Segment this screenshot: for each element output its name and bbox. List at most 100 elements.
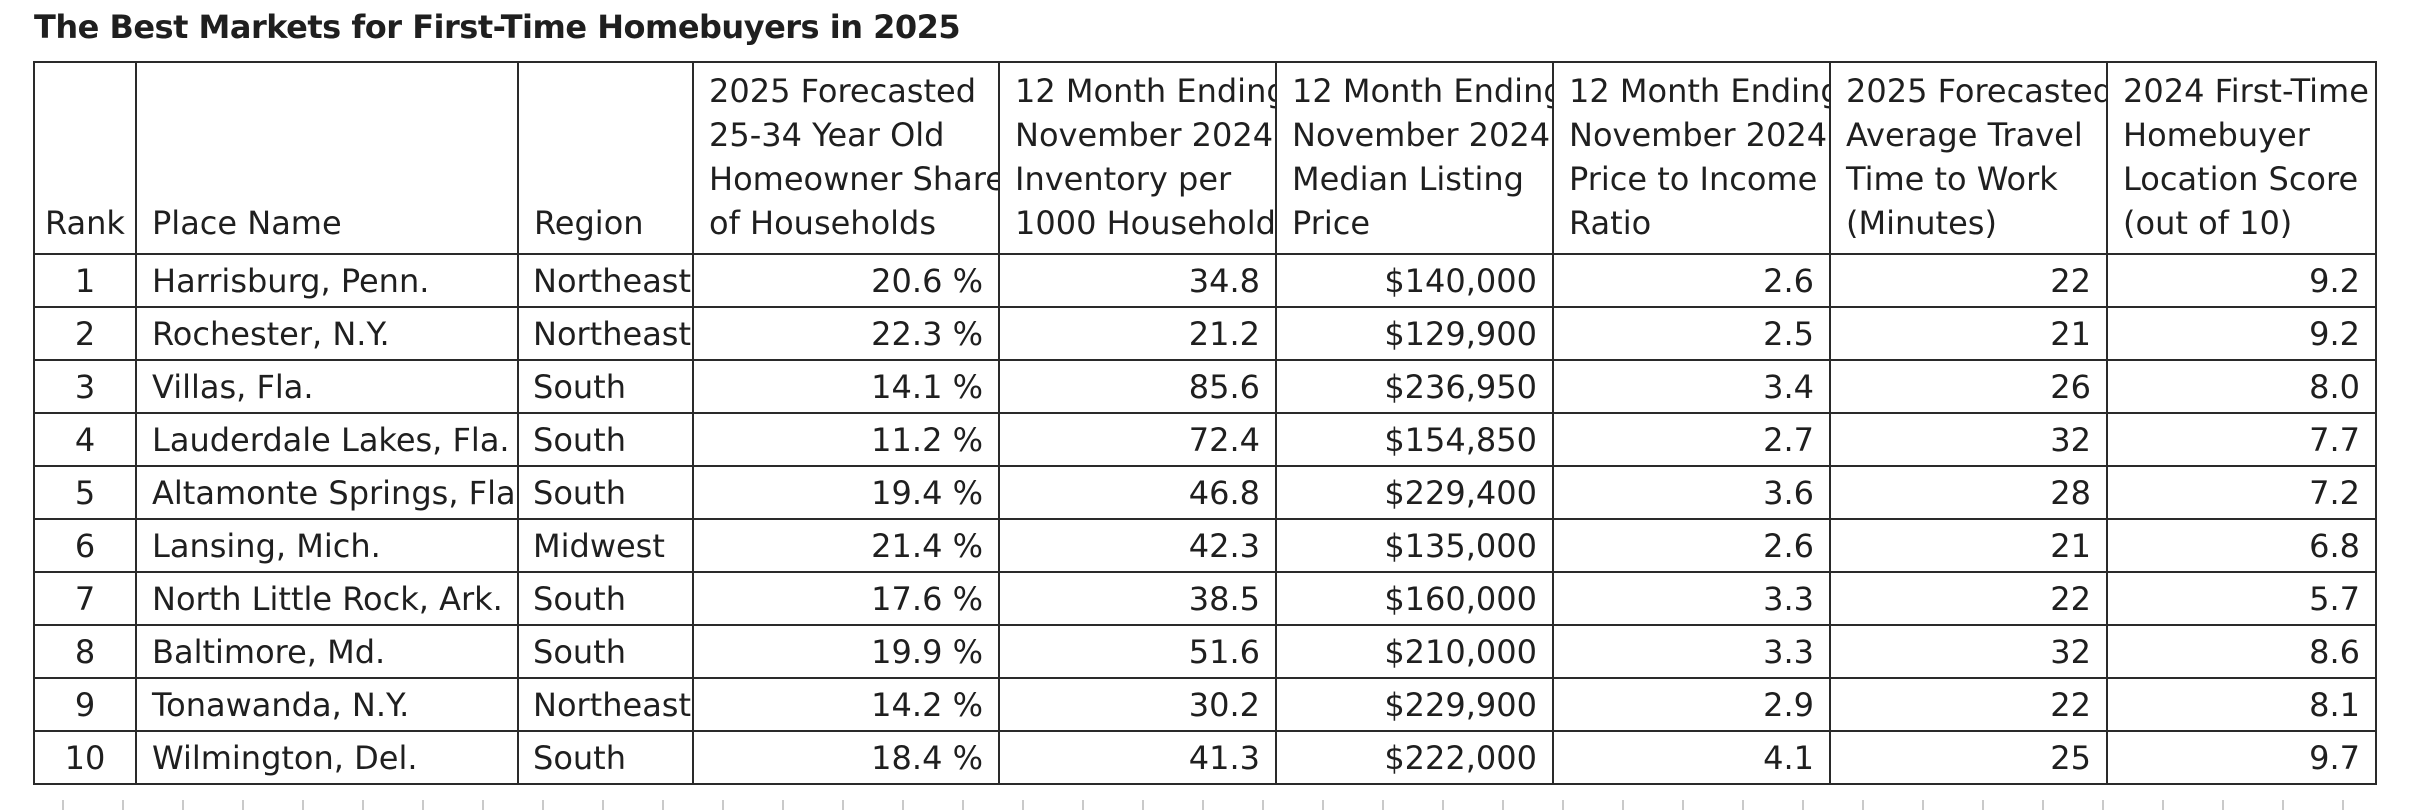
header-line: Homebuyer bbox=[2123, 116, 2310, 154]
header-line: Time to Work bbox=[1846, 160, 2058, 198]
cell-region: South bbox=[517, 465, 694, 520]
cell-travel-time: 32 bbox=[1829, 412, 2108, 467]
table-row: 4 Lauderdale Lakes, Fla. South 11.2 % 72… bbox=[33, 412, 2377, 467]
header-line: Homeowner Share bbox=[709, 160, 999, 198]
table-row: 1 Harrisburg, Penn. Northeast 20.6 % 34.… bbox=[33, 253, 2377, 308]
cell-place-name: Wilmington, Del. bbox=[135, 730, 519, 785]
cell-location-score: 7.7 bbox=[2106, 412, 2377, 467]
table-row: 5 Altamonte Springs, Fla. South 19.4 % 4… bbox=[33, 465, 2377, 520]
header-line: Place Name bbox=[152, 204, 342, 242]
table-header: Rank Place Name Region 2025 Forecasted 2… bbox=[33, 61, 2377, 255]
cell-place-name: Lauderdale Lakes, Fla. bbox=[135, 412, 519, 467]
cell-price-income: 2.6 bbox=[1552, 518, 1831, 573]
header-line: November 2024 bbox=[1569, 116, 1828, 154]
header-median-price: 12 Month Ending November 2024 Median Lis… bbox=[1275, 61, 1554, 255]
cell-price-income: 3.3 bbox=[1552, 624, 1831, 679]
cell-travel-time: 21 bbox=[1829, 518, 2108, 573]
cell-rank: 7 bbox=[33, 571, 137, 626]
cell-place-name: Baltimore, Md. bbox=[135, 624, 519, 679]
cell-location-score: 8.6 bbox=[2106, 624, 2377, 679]
cell-homeowner-share: 21.4 % bbox=[692, 518, 1000, 573]
cell-region: South bbox=[517, 359, 694, 414]
cell-inventory: 38.5 bbox=[998, 571, 1277, 626]
cell-rank: 4 bbox=[33, 412, 137, 467]
header-line: Price to Income bbox=[1569, 160, 1818, 198]
cell-location-score: 8.0 bbox=[2106, 359, 2377, 414]
cell-price-income: 2.6 bbox=[1552, 253, 1831, 308]
header-location-score: 2024 First-Time Homebuyer Location Score… bbox=[2106, 61, 2377, 255]
cell-median-price: $222,000 bbox=[1275, 730, 1554, 785]
table-row: 9 Tonawanda, N.Y. Northeast 14.2 % 30.2 … bbox=[33, 677, 2377, 732]
cell-price-income: 2.9 bbox=[1552, 677, 1831, 732]
cell-place-name: Altamonte Springs, Fla. bbox=[135, 465, 519, 520]
header-travel-time: 2025 Forecasted Average Travel Time to W… bbox=[1829, 61, 2108, 255]
cell-homeowner-share: 19.9 % bbox=[692, 624, 1000, 679]
cell-travel-time: 22 bbox=[1829, 253, 2108, 308]
cell-region: Northeast bbox=[517, 306, 694, 361]
cell-price-income: 4.1 bbox=[1552, 730, 1831, 785]
cell-price-income: 3.6 bbox=[1552, 465, 1831, 520]
cell-median-price: $210,000 bbox=[1275, 624, 1554, 679]
cell-place-name: Lansing, Mich. bbox=[135, 518, 519, 573]
cell-region: Northeast bbox=[517, 677, 694, 732]
header-inventory: 12 Month Ending November 2024 Inventory … bbox=[998, 61, 1277, 255]
header-place-name: Place Name bbox=[135, 61, 519, 255]
table-row: 10 Wilmington, Del. South 18.4 % 41.3 $2… bbox=[33, 730, 2377, 785]
header-row: Rank Place Name Region 2025 Forecasted 2… bbox=[33, 61, 2377, 255]
header-line: 2025 Forecasted bbox=[1846, 72, 2107, 110]
header-rank: Rank bbox=[33, 61, 137, 255]
cell-homeowner-share: 22.3 % bbox=[692, 306, 1000, 361]
header-line: 12 Month Ending bbox=[1015, 72, 1276, 110]
markets-table: Rank Place Name Region 2025 Forecasted 2… bbox=[33, 61, 2377, 785]
header-line: (Minutes) bbox=[1846, 204, 1997, 242]
cell-region: South bbox=[517, 624, 694, 679]
cell-inventory: 42.3 bbox=[998, 518, 1277, 573]
cell-region: Northeast bbox=[517, 253, 694, 308]
page-title: The Best Markets for First-Time Homebuye… bbox=[34, 8, 961, 46]
header-line: Location Score bbox=[2123, 160, 2359, 198]
cell-region: Midwest bbox=[517, 518, 694, 573]
cell-location-score: 9.2 bbox=[2106, 253, 2377, 308]
cell-location-score: 8.1 bbox=[2106, 677, 2377, 732]
cell-median-price: $160,000 bbox=[1275, 571, 1554, 626]
cell-rank: 3 bbox=[33, 359, 137, 414]
cell-homeowner-share: 14.1 % bbox=[692, 359, 1000, 414]
cell-inventory: 41.3 bbox=[998, 730, 1277, 785]
cell-median-price: $129,900 bbox=[1275, 306, 1554, 361]
cell-median-price: $229,900 bbox=[1275, 677, 1554, 732]
cell-inventory: 21.2 bbox=[998, 306, 1277, 361]
cell-location-score: 9.2 bbox=[2106, 306, 2377, 361]
header-price-income: 12 Month Ending November 2024 Price to I… bbox=[1552, 61, 1831, 255]
cell-median-price: $229,400 bbox=[1275, 465, 1554, 520]
header-line: Rank bbox=[45, 204, 125, 242]
cell-rank: 9 bbox=[33, 677, 137, 732]
table-row: 8 Baltimore, Md. South 19.9 % 51.6 $210,… bbox=[33, 624, 2377, 679]
cell-inventory: 72.4 bbox=[998, 412, 1277, 467]
cell-region: South bbox=[517, 412, 694, 467]
cell-rank: 5 bbox=[33, 465, 137, 520]
cell-place-name: Villas, Fla. bbox=[135, 359, 519, 414]
cell-inventory: 34.8 bbox=[998, 253, 1277, 308]
header-line: Average Travel bbox=[1846, 116, 2083, 154]
cell-inventory: 85.6 bbox=[998, 359, 1277, 414]
cell-price-income: 3.4 bbox=[1552, 359, 1831, 414]
cropped-footnote-text-edge bbox=[34, 800, 2374, 810]
header-line: 2025 Forecasted bbox=[709, 72, 977, 110]
cell-travel-time: 22 bbox=[1829, 571, 2108, 626]
header-line: November 2024 bbox=[1015, 116, 1274, 154]
cell-location-score: 7.2 bbox=[2106, 465, 2377, 520]
cell-homeowner-share: 19.4 % bbox=[692, 465, 1000, 520]
header-line: 2024 First-Time bbox=[2123, 72, 2369, 110]
cell-inventory: 30.2 bbox=[998, 677, 1277, 732]
header-line: Median Listing bbox=[1292, 160, 1524, 198]
header-line: (out of 10) bbox=[2123, 204, 2293, 242]
cell-travel-time: 22 bbox=[1829, 677, 2108, 732]
cell-homeowner-share: 20.6 % bbox=[692, 253, 1000, 308]
header-line: 12 Month Ending bbox=[1292, 72, 1553, 110]
header-line: 1000 Household bbox=[1015, 204, 1276, 242]
cell-median-price: $154,850 bbox=[1275, 412, 1554, 467]
cell-rank: 8 bbox=[33, 624, 137, 679]
cell-travel-time: 28 bbox=[1829, 465, 2108, 520]
table-row: 3 Villas, Fla. South 14.1 % 85.6 $236,95… bbox=[33, 359, 2377, 414]
